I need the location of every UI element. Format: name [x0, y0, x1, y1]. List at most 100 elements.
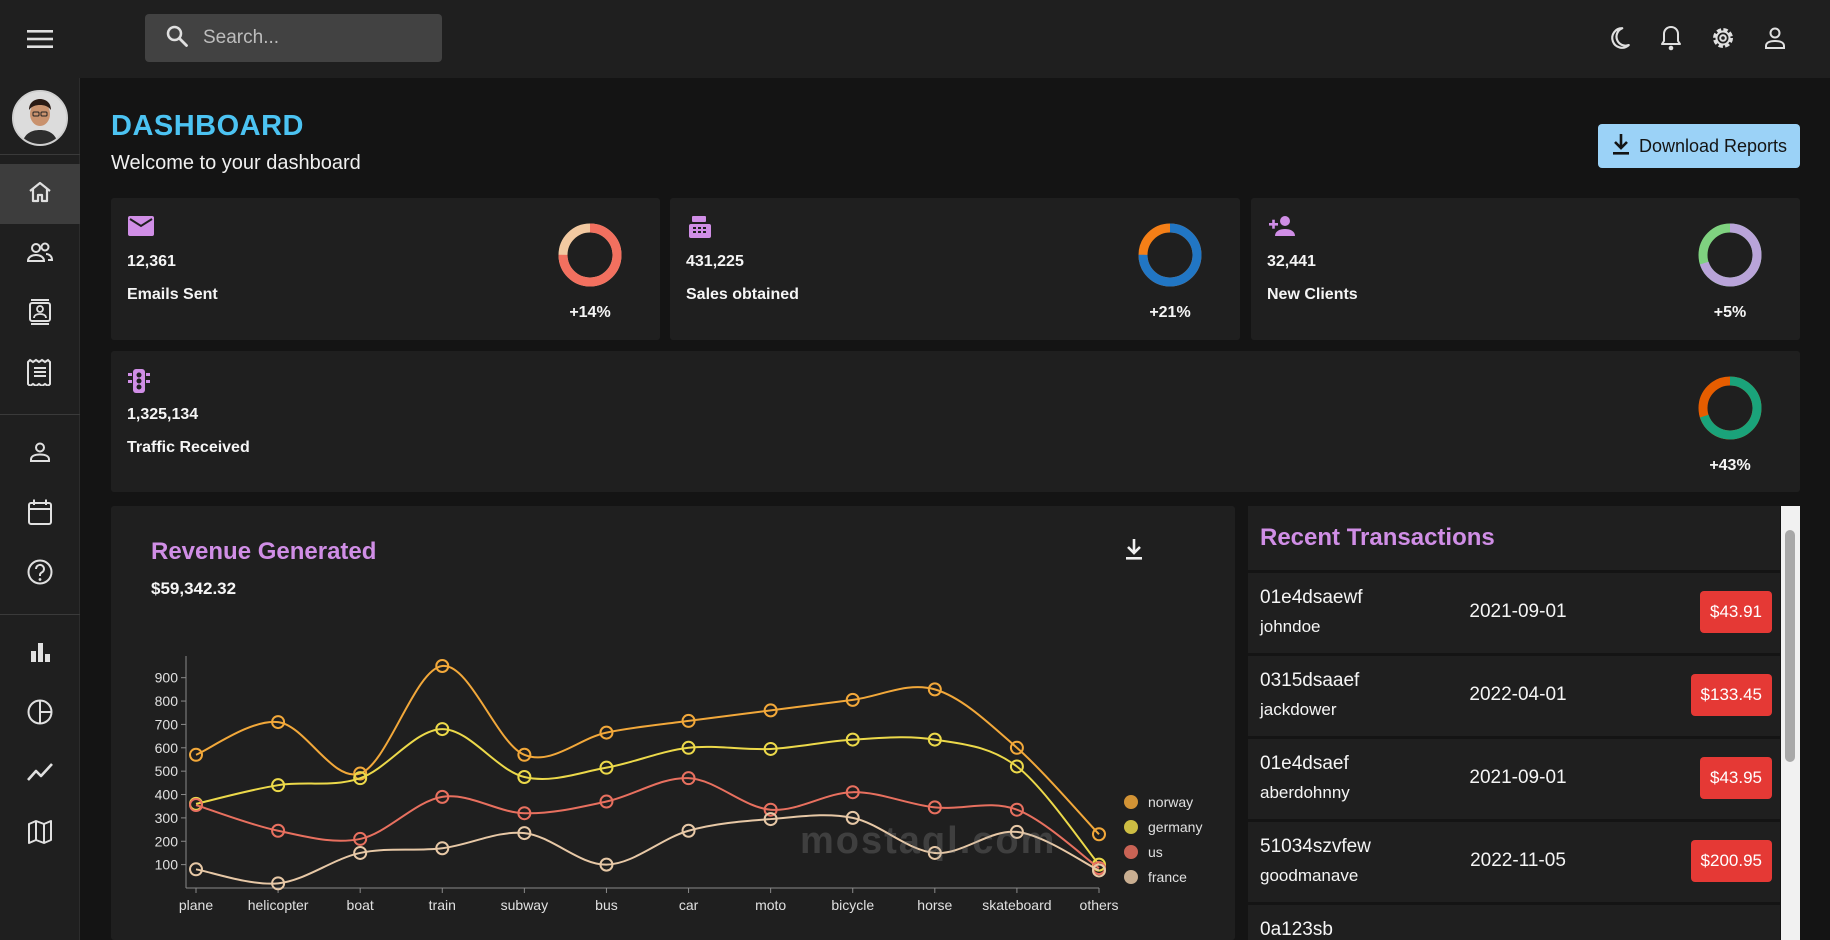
y-tick-label: 600 — [155, 740, 179, 756]
data-point-norway — [927, 682, 942, 697]
notifications-icon[interactable] — [1656, 20, 1686, 56]
x-tick-label: plane — [179, 897, 213, 913]
legend-swatch — [1124, 870, 1138, 884]
data-point-us — [763, 802, 778, 817]
data-point-norway — [353, 766, 368, 781]
data-point-germany — [435, 722, 450, 737]
transaction-date: 2021-09-01 — [1469, 767, 1567, 788]
legend-label: germany — [1148, 819, 1202, 835]
transaction-cost: $200.95 — [1690, 840, 1772, 882]
transaction-row[interactable]: 01e4dsaef aberdohnny 2021-09-01 $43.95 — [1248, 739, 1780, 819]
line-chart-icon — [26, 760, 54, 789]
page-subtitle: Welcome to your dashboard — [111, 152, 361, 174]
data-point-france — [353, 845, 368, 860]
y-tick-label: 300 — [155, 810, 179, 826]
transactions-title: Recent Transactions — [1260, 524, 1495, 551]
sidebar-item-line-chart[interactable] — [0, 744, 80, 804]
data-point-norway — [681, 713, 696, 728]
data-point-norway — [763, 703, 778, 718]
people-icon — [26, 240, 54, 269]
data-point-norway — [1092, 827, 1106, 842]
x-tick-label: others — [1080, 897, 1119, 913]
ring-progress — [1138, 223, 1202, 287]
y-tick-label: 200 — [155, 833, 179, 849]
stat-label: New Clients — [1267, 286, 1358, 303]
transaction-id: 01e4dsaewf — [1260, 587, 1363, 608]
data-point-norway — [517, 747, 532, 762]
transaction-cost: $133.45 — [1690, 674, 1772, 716]
stat-card-clients: 32,441 New Clients +5% — [1251, 198, 1800, 340]
data-point-france — [271, 876, 286, 891]
stat-percent: +43% — [1709, 457, 1751, 474]
transaction-id: 0a123sb — [1260, 919, 1333, 940]
data-point-germany — [599, 760, 614, 775]
data-point-norway — [1009, 740, 1024, 755]
data-point-us — [927, 800, 942, 815]
top-bar — [0, 0, 1830, 78]
sidebar-item-calendar[interactable] — [0, 484, 80, 544]
search-bar[interactable] — [145, 14, 442, 62]
sidebar-item-invoices[interactable] — [0, 344, 80, 404]
data-point-france — [1092, 863, 1106, 878]
stat-label: Traffic Received — [127, 439, 250, 456]
profile-icon[interactable] — [1760, 20, 1790, 56]
help-icon — [26, 558, 54, 591]
search-input[interactable] — [203, 27, 423, 49]
x-tick-label: bus — [595, 897, 618, 913]
download-icon — [1124, 537, 1144, 566]
stat-percent: +21% — [1149, 304, 1191, 321]
revenue-amount: $59,342.32 — [151, 579, 237, 598]
legend-swatch — [1124, 845, 1138, 859]
data-point-norway — [271, 715, 286, 730]
transaction-id: 01e4dsaef — [1260, 753, 1349, 774]
data-point-us — [1009, 802, 1024, 817]
data-point-germany — [845, 732, 860, 747]
sidebar-item-pie-chart[interactable] — [0, 684, 80, 744]
data-point-france — [189, 862, 203, 877]
transaction-row[interactable]: 01e4dsaewf johndoe 2021-09-01 $43.91 — [1248, 573, 1780, 653]
data-point-france — [763, 812, 778, 827]
data-point-us — [681, 771, 696, 786]
sidebar-item-faq[interactable] — [0, 544, 80, 604]
sidebar-item-bar-chart[interactable] — [0, 624, 80, 684]
transactions-scrollbar[interactable] — [1781, 506, 1800, 940]
transaction-row[interactable]: 51034szvfew goodmanave 2022-11-05 $200.9… — [1248, 822, 1780, 902]
sidebar-item-contacts[interactable] — [0, 284, 80, 344]
data-point-france — [599, 857, 614, 872]
revenue-panel: Revenue Generated $59,342.32 100 200 300 40… — [111, 506, 1235, 940]
series-line-norway — [195, 664, 1100, 835]
x-tick-label: skateboard — [982, 897, 1051, 913]
sidebar-item-geography[interactable] — [0, 804, 80, 864]
dark-mode-icon[interactable] — [1604, 20, 1634, 56]
transaction-row[interactable]: 0315dsaaef jackdower 2022-04-01 $133.45 — [1248, 656, 1780, 736]
data-point-us — [189, 798, 203, 813]
sidebar-item-profile[interactable] — [0, 424, 80, 484]
avatar[interactable] — [12, 90, 68, 146]
data-point-norway — [845, 692, 860, 707]
data-point-germany — [763, 741, 778, 756]
data-point-us — [517, 806, 532, 821]
home-icon — [27, 180, 53, 209]
search-icon — [165, 24, 189, 53]
data-point-germany — [353, 771, 368, 786]
sidebar-item-team[interactable] — [0, 224, 80, 284]
sidebar — [0, 78, 80, 940]
transaction-row[interactable]: 0a123sb — [1248, 905, 1780, 940]
download-chart-button[interactable] — [1116, 533, 1152, 569]
sidebar-item-dashboard[interactable] — [0, 164, 80, 224]
person-add-icon — [1267, 214, 1295, 242]
contacts-icon — [27, 298, 53, 331]
bar-chart-icon — [28, 640, 52, 669]
data-point-us — [599, 794, 614, 809]
ring-progress — [1698, 376, 1762, 440]
data-point-us — [271, 823, 286, 838]
menu-icon[interactable] — [22, 22, 58, 56]
stat-card-traffic: 1,325,134 Traffic Received +43% — [111, 351, 1800, 492]
settings-icon[interactable] — [1708, 20, 1738, 56]
data-point-france — [1009, 824, 1024, 839]
data-point-france — [435, 841, 450, 856]
data-point-us — [845, 785, 860, 800]
x-tick-label: train — [429, 897, 456, 913]
download-reports-button[interactable]: Download Reports — [1598, 124, 1800, 168]
transaction-id: 51034szvfew — [1260, 836, 1371, 857]
